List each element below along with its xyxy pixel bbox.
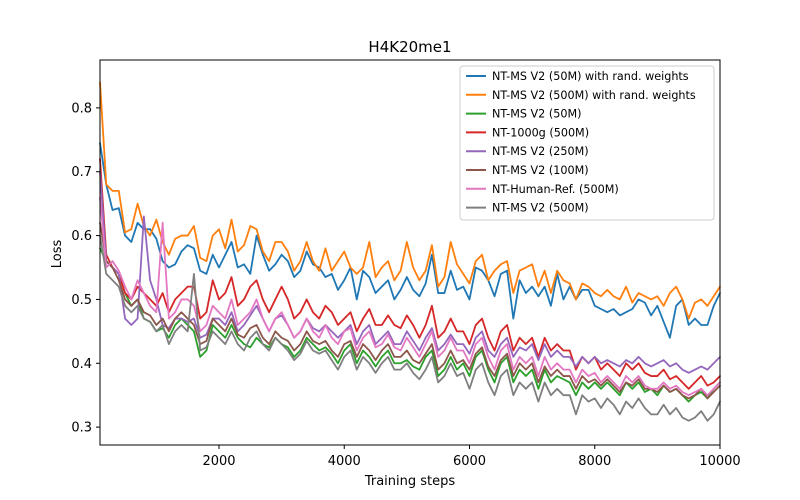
y-axis-label: Loss (50, 240, 65, 269)
series-line-5 (99, 170, 721, 374)
plot-frame (99, 59, 721, 446)
legend-label-7: NT-Human-Ref. (500M) (492, 183, 619, 196)
axes-layer: 2000 4000 6000 8000 10000 0.3 0.4 0.5 0.6 0.7 0.8 (71, 59, 741, 469)
series-line-2 (99, 81, 721, 320)
legend-label-1: NT-MS V2 (50M) with rand. weights (492, 70, 689, 83)
legend-label-3: NT-MS V2 (50M) (492, 108, 581, 121)
x-tick-label-4: 8000 (578, 454, 611, 469)
x-tick-label-5: 10000 (699, 454, 740, 469)
legend-label-2: NT-MS V2 (500M) with rand. weights (492, 89, 696, 102)
legend-label-6: NT-MS V2 (100M) (492, 164, 589, 177)
y-tick-label-3: 0.5 (71, 293, 92, 308)
legend-label-8: NT-MS V2 (500M) (492, 202, 589, 215)
chart-title: H4K20me1 (368, 38, 451, 56)
y-tick-label-6: 0.8 (71, 101, 92, 116)
legend-label-5: NT-MS V2 (250M) (492, 145, 589, 158)
series-line-7 (99, 196, 721, 397)
series-line-8 (99, 234, 721, 422)
series-line-3 (99, 247, 721, 403)
y-tick-label-1: 0.3 (71, 421, 92, 436)
x-axis-label: Training steps (364, 474, 456, 489)
y-tick-label-2: 0.4 (71, 357, 92, 372)
series-line-4 (99, 158, 721, 390)
x-tick-label-2: 4000 (328, 454, 361, 469)
series-line-1 (99, 142, 721, 339)
x-tick-label-1: 2000 (202, 454, 235, 469)
x-tick-label-3: 6000 (453, 454, 486, 469)
legend: NT-MS V2 (50M) with rand. weights NT-MS V… (459, 65, 715, 221)
y-tick-label-5: 0.7 (71, 165, 92, 180)
series-line-6 (99, 221, 721, 400)
legend-label-4: NT-1000g (500M) (492, 126, 589, 139)
y-tick-label-4: 0.6 (71, 229, 92, 244)
legend-box (459, 65, 715, 221)
